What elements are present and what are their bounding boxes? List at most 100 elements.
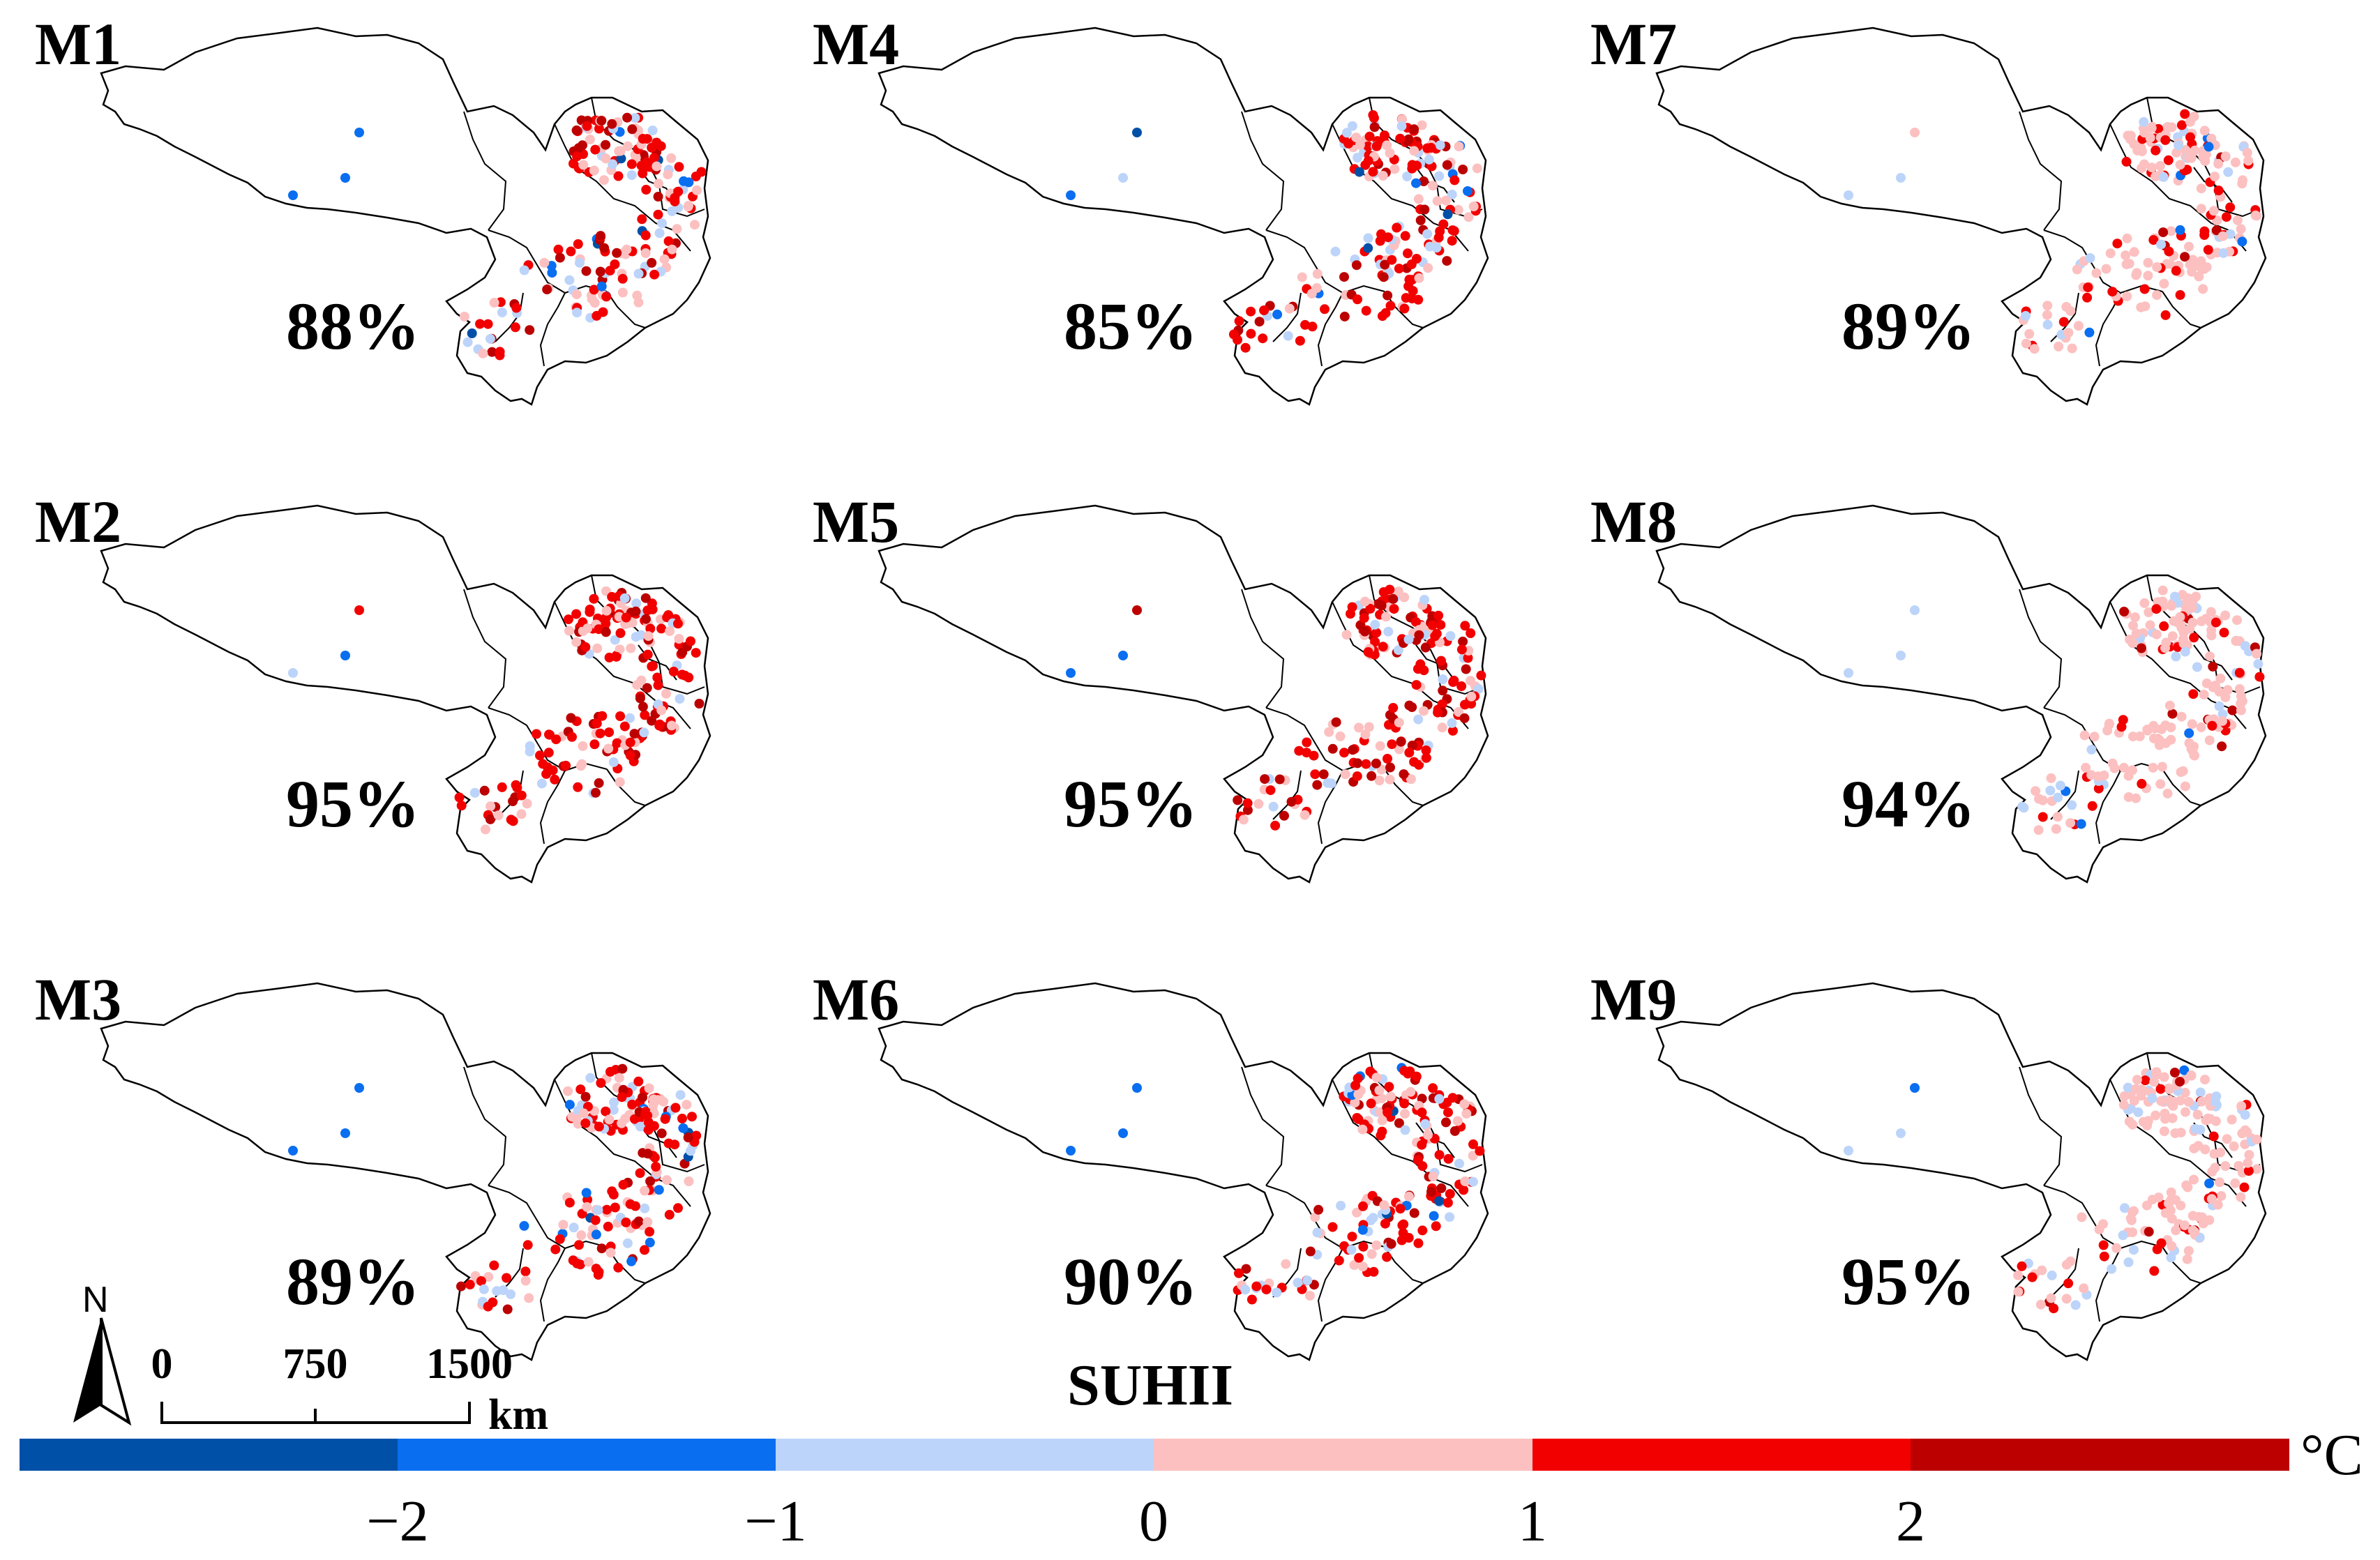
city-point xyxy=(601,153,611,164)
city-point xyxy=(686,1146,695,1156)
city-point xyxy=(2180,781,2190,792)
city-point xyxy=(2183,1245,2194,1256)
city-point xyxy=(627,124,638,135)
city-point xyxy=(2252,1164,2262,1174)
city-point xyxy=(1454,142,1464,151)
city-point xyxy=(601,619,611,629)
city-point xyxy=(1272,309,1283,319)
city-point xyxy=(2175,1077,2185,1087)
city-point xyxy=(545,729,555,740)
city-point xyxy=(635,1121,646,1132)
city-point xyxy=(605,1248,616,1258)
city-point xyxy=(2151,1110,2161,1121)
city-point xyxy=(1327,1222,1338,1232)
city-point xyxy=(1896,173,1906,183)
city-point xyxy=(467,328,477,338)
city-point xyxy=(590,144,601,155)
city-point xyxy=(502,1304,513,1315)
city-point xyxy=(1258,333,1268,344)
city-point xyxy=(495,347,505,357)
city-point xyxy=(2077,1212,2087,1222)
city-point xyxy=(2171,147,2182,158)
city-point xyxy=(2175,160,2185,170)
city-point xyxy=(2118,1100,2129,1110)
city-point xyxy=(1132,128,1142,137)
city-point xyxy=(1350,1098,1360,1108)
panel-percent: 88% xyxy=(286,289,420,363)
city-point xyxy=(2067,800,2077,810)
city-point xyxy=(1066,668,1076,678)
city-point xyxy=(2052,812,2063,822)
city-point xyxy=(619,593,630,603)
city-point xyxy=(1379,1200,1389,1211)
city-point xyxy=(1459,1099,1470,1110)
city-point xyxy=(2109,763,2120,773)
city-point xyxy=(653,192,663,202)
city-point xyxy=(1383,754,1392,764)
city-point xyxy=(681,1100,692,1110)
city-point xyxy=(1374,775,1385,786)
city-point xyxy=(2217,231,2228,241)
city-point xyxy=(2220,151,2231,162)
city-point xyxy=(657,218,668,229)
city-point xyxy=(1385,584,1395,595)
city-point xyxy=(582,1202,592,1212)
city-point xyxy=(2176,120,2187,130)
city-point xyxy=(1461,1109,1472,1119)
city-point xyxy=(2021,311,2031,321)
province-boundary xyxy=(2095,770,2121,845)
city-point xyxy=(561,760,571,771)
city-point xyxy=(615,777,625,787)
city-point xyxy=(1394,1118,1404,1128)
city-point xyxy=(1324,727,1334,737)
city-point xyxy=(2213,185,2224,196)
city-point xyxy=(653,680,663,690)
panel-label: M8 xyxy=(1590,488,1678,555)
city-point xyxy=(1409,124,1419,135)
province-boundary xyxy=(1332,1079,1469,1207)
city-point xyxy=(2148,235,2159,245)
city-point xyxy=(2143,257,2153,268)
city-point xyxy=(636,630,647,640)
city-point xyxy=(1376,1093,1387,1104)
city-point xyxy=(633,1216,644,1227)
city-point xyxy=(601,1204,612,1215)
city-point xyxy=(1409,146,1419,156)
city-point xyxy=(1459,713,1470,723)
city-point xyxy=(1428,1083,1438,1093)
city-point xyxy=(1413,294,1424,305)
city-point xyxy=(2127,732,2138,742)
city-point xyxy=(2144,1227,2154,1237)
city-point xyxy=(654,1185,664,1195)
city-point xyxy=(542,285,552,295)
city-point xyxy=(2054,341,2064,351)
city-point xyxy=(1242,805,1253,815)
city-point xyxy=(654,719,665,729)
city-point xyxy=(684,1176,694,1186)
city-point xyxy=(2157,596,2168,607)
city-point xyxy=(2127,1227,2138,1237)
scale-bar xyxy=(160,1402,471,1424)
city-point xyxy=(636,675,647,686)
city-point xyxy=(1452,1116,1463,1126)
city-point xyxy=(2223,167,2234,177)
city-point xyxy=(1409,1208,1419,1218)
city-point xyxy=(2164,1084,2175,1095)
city-point xyxy=(2199,230,2210,240)
city-point xyxy=(1383,290,1393,301)
city-point xyxy=(564,626,574,636)
city-point xyxy=(619,721,630,732)
city-point xyxy=(1381,612,1391,622)
scale-tick-label: 0 xyxy=(151,1340,173,1388)
city-point xyxy=(2184,738,2194,748)
city-point xyxy=(663,610,674,620)
city-point xyxy=(2166,1187,2176,1197)
city-point xyxy=(2047,1270,2057,1280)
city-point xyxy=(2127,1207,2138,1218)
city-point xyxy=(2140,1075,2151,1086)
city-point xyxy=(589,285,599,295)
province-boundary xyxy=(463,589,507,709)
city-point xyxy=(684,201,693,211)
city-point xyxy=(1422,143,1433,153)
city-point xyxy=(1442,256,1452,266)
